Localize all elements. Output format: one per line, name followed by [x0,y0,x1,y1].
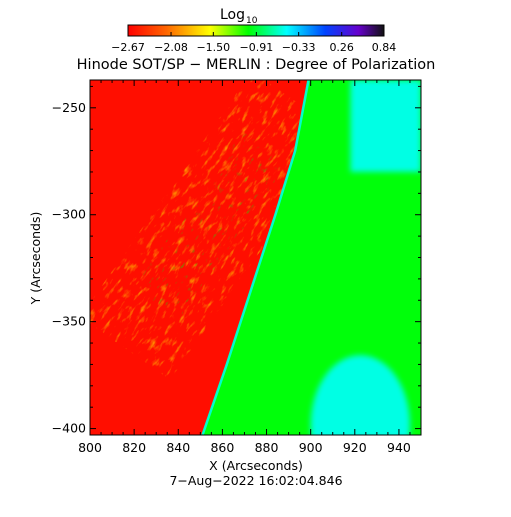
colorbar-tick-label: −2.67 [111,41,145,54]
colorbar-tick-label: 0.84 [372,41,397,54]
y-tick-label: −350 [52,314,86,329]
y-tick-label: −250 [52,100,86,115]
x-axis-label: X (Arcseconds) [209,458,303,473]
y-tick-label: −300 [52,207,86,222]
y-tick-label: −400 [52,421,86,436]
off-disk-blue-upper [350,80,421,172]
chart-title: Hinode SOT/SP − MERLIN : Degree of Polar… [77,57,436,73]
colorbar-label-subscript: 10 [246,16,258,26]
active-region [90,80,309,380]
colorbar-tick-label: −1.50 [196,41,230,54]
y-axis-label: Y (Arcseconds) [28,212,43,306]
colorbar-tick-label: −0.91 [240,41,274,54]
colorbar-tick-label: −2.08 [154,41,188,54]
limb-line [201,80,310,435]
x-tick-label: 820 [122,440,146,455]
x-tick-label: 940 [387,440,411,455]
x-axis: 800 820 840 860 880 900 920 940 [78,80,411,455]
colorbar-label: Log [220,7,245,23]
off-disk-blue-lower [310,355,410,435]
heatmap-image [90,80,421,435]
x-tick-label: 900 [299,440,323,455]
x-tick-label: 860 [210,440,234,455]
x-tick-label: 920 [343,440,367,455]
colorbar-tick-label: −0.33 [282,41,316,54]
colorbar-tick-label: 0.26 [329,41,354,54]
colorbar-ticks: −2.67 −2.08 −1.50 −0.91 −0.33 0.26 0.84 [111,32,396,54]
x-tick-label: 840 [166,440,190,455]
y-axis: −250 −300 −350 −400 [52,85,421,436]
timestamp: 7−Aug−2022 16:02:04.846 [169,473,342,488]
x-tick-label: 880 [255,440,279,455]
x-tick-label: 800 [78,440,102,455]
